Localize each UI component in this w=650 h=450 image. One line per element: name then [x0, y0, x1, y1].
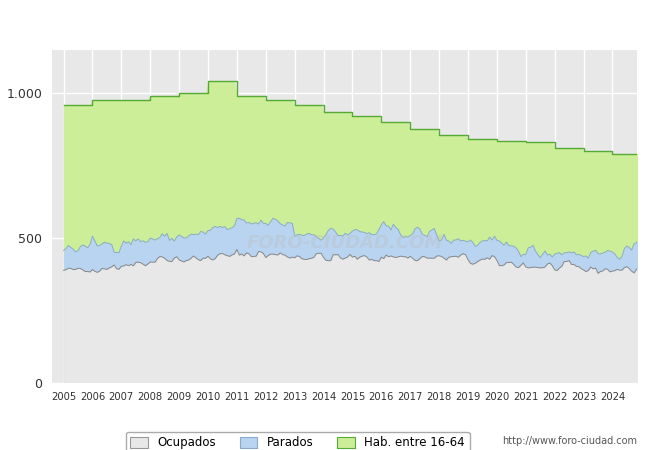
Text: FORO-CIUDAD.COM: FORO-CIUDAD.COM — [246, 234, 443, 252]
Legend: Ocupados, Parados, Hab. entre 16-64: Ocupados, Parados, Hab. entre 16-64 — [125, 432, 470, 450]
Text: Villalpando - Evolucion de la poblacion en edad de Trabajar Septiembre de 2024: Villalpando - Evolucion de la poblacion … — [88, 14, 562, 27]
Text: http://www.foro-ciudad.com: http://www.foro-ciudad.com — [502, 436, 637, 446]
